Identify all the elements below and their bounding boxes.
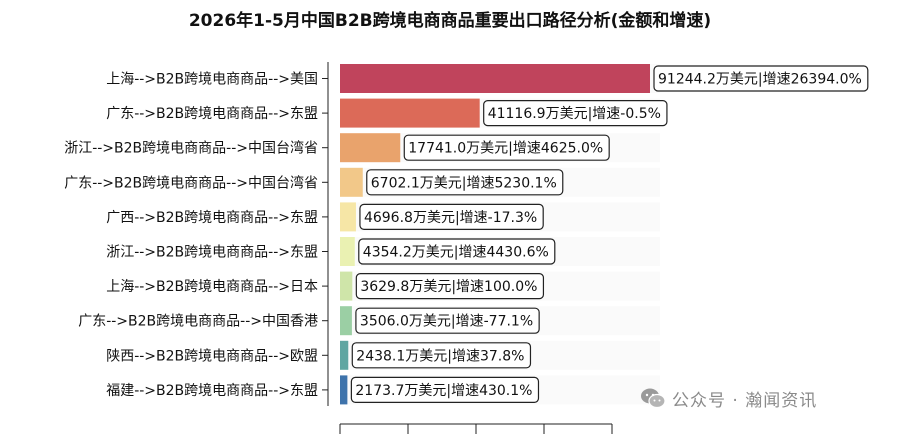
data-label-box	[355, 273, 545, 300]
data-label-box	[351, 342, 532, 369]
category-label: 广东-->B2B跨境电商商品-->中国香港	[78, 314, 318, 330]
data-label-box	[653, 65, 869, 92]
bar	[340, 306, 352, 336]
data-label-box	[366, 169, 564, 196]
watermark: 公众号 · 瀚闻资讯	[640, 384, 817, 412]
data-label: 6702.1万美元|增速5230.1%	[371, 175, 557, 191]
category-label: 广东-->B2B跨境电商商品-->中国台湾省	[64, 174, 318, 191]
data-label: 3506.0万美元|增速-77.1%	[360, 314, 533, 330]
data-label-box	[350, 376, 540, 403]
category-label: 陕西-->B2B跨境电商商品-->欧盟	[106, 348, 318, 364]
bar	[340, 202, 356, 232]
data-label-box	[358, 238, 556, 265]
label-layer: 上海-->B2B跨境电商商品-->美国 91244.2万美元|增速26394.0%…	[64, 65, 869, 403]
watermark-text: 公众号 · 瀚闻资讯	[672, 390, 818, 411]
data-label: 3629.8万美元|增速100.0%	[360, 279, 537, 295]
data-label: 4354.2万美元|增速4430.6%	[363, 245, 549, 261]
bar	[340, 133, 401, 163]
bar	[340, 98, 480, 128]
category-label: 福建-->B2B跨境电商商品-->东盟	[106, 383, 318, 399]
data-label: 91244.2万美元|增速26394.0%	[658, 72, 862, 88]
category-label: 浙江-->B2B跨境电商商品-->中国台湾省	[64, 140, 318, 157]
category-label: 广西-->B2B跨境电商商品-->东盟	[106, 210, 318, 226]
data-label-box	[355, 307, 540, 334]
bar	[340, 271, 353, 301]
data-label: 4696.8万美元|增速-17.3%	[364, 210, 537, 226]
chart-title: 2026年1-5月中国B2B跨境电商商品重要出口路径分析(金额和增速)	[188, 11, 712, 31]
data-label: 41116.9万美元|增速-0.5%	[488, 106, 661, 122]
data-label-box	[359, 203, 544, 230]
bar	[340, 375, 348, 405]
bar	[340, 64, 650, 93]
bar	[340, 167, 363, 197]
category-label: 上海-->B2B跨境电商商品-->日本	[106, 279, 318, 295]
axis-layer	[322, 62, 613, 434]
category-label: 上海-->B2B跨境电商商品-->美国	[106, 72, 318, 88]
category-label: 浙江-->B2B跨境电商商品-->东盟	[106, 245, 318, 261]
bar	[340, 340, 349, 370]
data-label-box	[403, 134, 610, 161]
data-label: 2173.7万美元|增速430.1%	[355, 383, 532, 399]
data-label-box	[483, 99, 668, 127]
bar	[340, 237, 355, 266]
category-label: 广东-->B2B跨境电商商品-->东盟	[106, 106, 318, 122]
data-label: 17741.0万美元|增速4625.0%	[408, 141, 603, 157]
data-label: 2438.1万美元|增速37.8%	[356, 348, 524, 364]
wechat-icon	[641, 388, 666, 409]
